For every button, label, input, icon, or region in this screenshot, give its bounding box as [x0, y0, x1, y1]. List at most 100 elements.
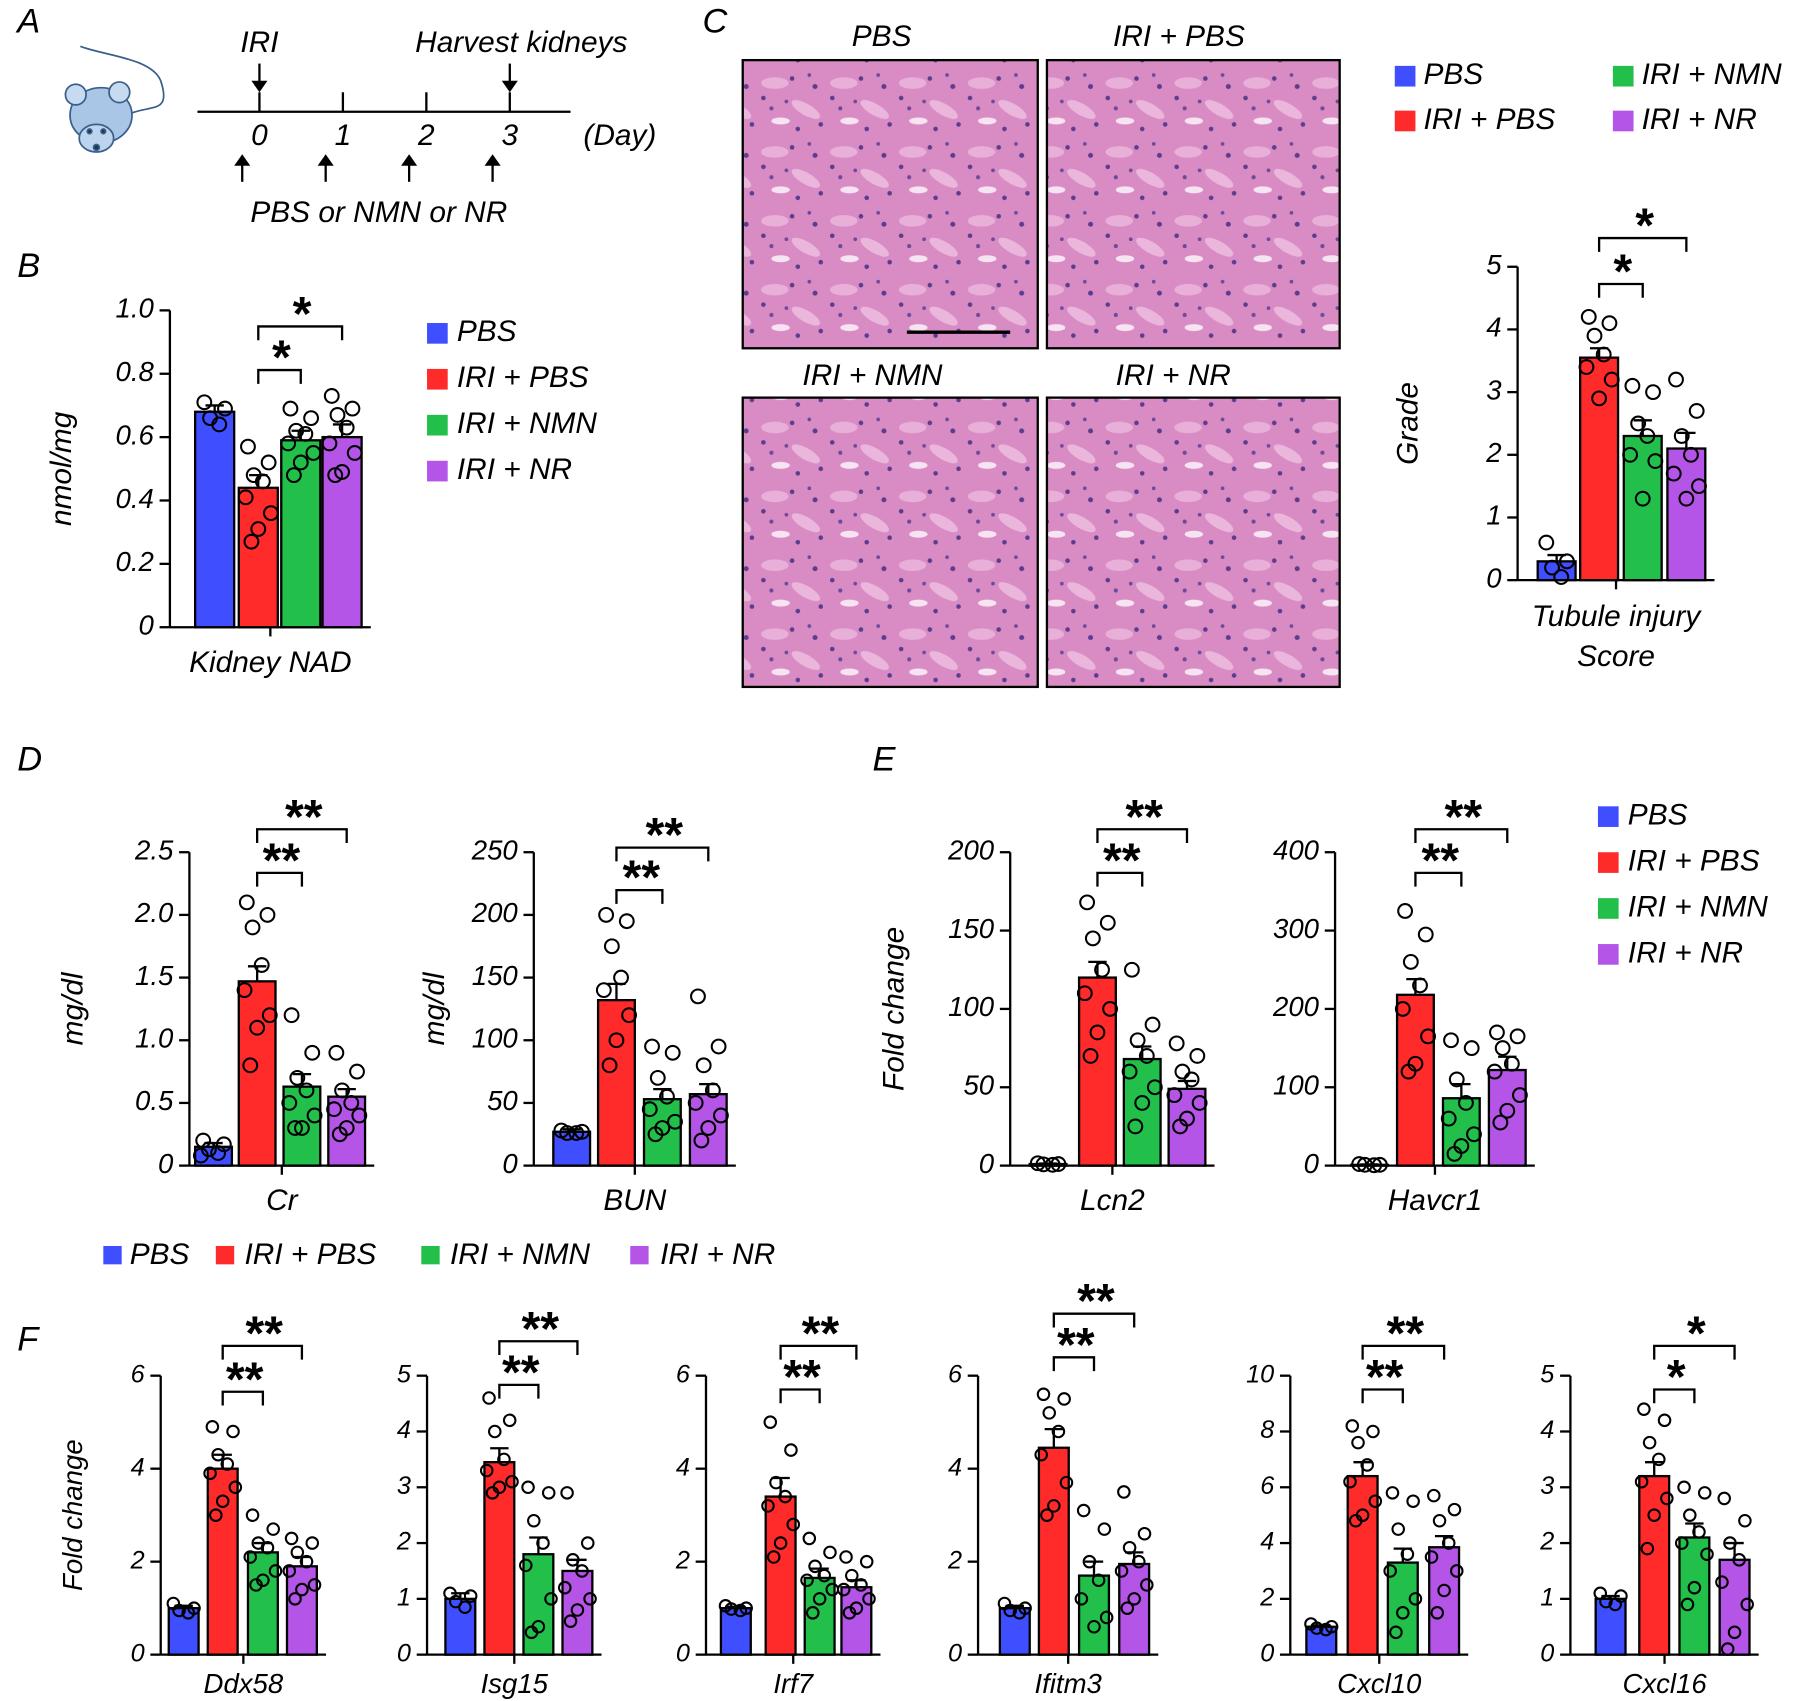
- data-point: [1578, 359, 1595, 375]
- data-point: [482, 1391, 496, 1405]
- data-point: [859, 1554, 874, 1569]
- data-point: [1489, 1024, 1505, 1041]
- x-axis-label: Ifitm3: [1034, 1668, 1102, 1699]
- significance-bracket: [1052, 1356, 1096, 1372]
- data-point: [283, 1007, 300, 1024]
- significance-bracket: [498, 1383, 540, 1399]
- data-point: [1035, 1156, 1052, 1173]
- significance-label: **: [1123, 790, 1163, 844]
- data-point: [209, 1508, 223, 1522]
- bar: [561, 1569, 594, 1656]
- data-point: [1357, 1156, 1373, 1173]
- significance-bracket: [615, 846, 710, 862]
- arrow-head: [251, 80, 268, 93]
- x-axis-label: Cr: [266, 1184, 299, 1217]
- data-point: [541, 1486, 556, 1500]
- legend-swatch: [1612, 65, 1634, 87]
- data-point: [497, 1452, 511, 1467]
- data-point: [1079, 894, 1096, 911]
- y-tick-label: 1.0: [116, 293, 155, 324]
- data-point: [786, 1517, 801, 1532]
- data-point: [1368, 1494, 1383, 1508]
- y-tick-label: 6: [676, 1360, 691, 1388]
- data-point: [1047, 1499, 1061, 1513]
- data-point: [580, 1536, 595, 1550]
- significance-bracket: [1414, 828, 1509, 844]
- data-point: [518, 1558, 533, 1573]
- data-point: [331, 1126, 348, 1143]
- data-point: [1174, 1063, 1191, 1080]
- data-point: [259, 906, 276, 923]
- panel-letter: E: [872, 741, 896, 779]
- data-point: [595, 982, 612, 999]
- legend-swatch: [1394, 110, 1416, 132]
- y-tick-label: 300: [1273, 913, 1320, 944]
- data-point: [664, 1044, 681, 1061]
- data-point: [854, 1578, 868, 1592]
- x-axis-label: Cxcl16: [1622, 1668, 1707, 1699]
- data-point: [1099, 1610, 1114, 1625]
- data-point: [1580, 308, 1597, 325]
- data-point: [778, 1489, 792, 1504]
- arrow-head: [317, 154, 334, 166]
- significance-label: **: [1420, 833, 1460, 887]
- error-bar: [247, 965, 267, 982]
- data-point: [249, 1578, 263, 1592]
- data-point: [1034, 1447, 1048, 1462]
- data-point: [1040, 1508, 1054, 1522]
- legend-label: PBS: [457, 315, 517, 348]
- x-axis-label: Havcr1: [1388, 1184, 1482, 1217]
- data-point: [1084, 930, 1101, 947]
- data-point: [240, 438, 256, 455]
- data-point: [1183, 1071, 1200, 1088]
- data-point: [1441, 1536, 1456, 1550]
- significance-bracket: [221, 1344, 304, 1360]
- data-point: [1082, 1048, 1099, 1064]
- image-label: IRI + PBS: [1113, 20, 1245, 53]
- data-point: [560, 1486, 574, 1500]
- legend-label: PBS: [1628, 799, 1688, 832]
- data-point: [1397, 903, 1414, 919]
- data-point: [1715, 1575, 1729, 1589]
- data-point: [243, 1550, 258, 1564]
- data-point: [1634, 490, 1651, 507]
- significance-bracket: [779, 1388, 821, 1404]
- data-point: [1640, 1541, 1655, 1556]
- data-point: [1447, 1502, 1462, 1517]
- data-point: [800, 1573, 814, 1588]
- legend-label: IRI + NR: [1642, 103, 1757, 136]
- y-tick-label: 0: [131, 1639, 145, 1667]
- data-point: [1717, 1491, 1732, 1506]
- y-axis-label: mg/dl: [418, 971, 451, 1045]
- data-point: [1622, 446, 1639, 463]
- y-tick-label: 2: [1539, 1528, 1554, 1556]
- data-point: [245, 1508, 260, 1522]
- data-point: [1089, 1024, 1106, 1041]
- data-point: [1678, 490, 1695, 507]
- data-point: [238, 894, 255, 911]
- data-point: [236, 982, 253, 999]
- data-point: [329, 407, 346, 423]
- data-point: [1697, 1486, 1712, 1500]
- data-point: [1121, 1063, 1138, 1080]
- data-point: [710, 1038, 727, 1055]
- data-point: [1449, 1564, 1464, 1578]
- bar: [1037, 1446, 1070, 1656]
- data-point: [693, 1132, 710, 1149]
- x-axis-label: BUN: [603, 1184, 666, 1217]
- bar: [840, 1586, 873, 1656]
- data-point: [290, 1545, 305, 1560]
- x-axis-label: Irf7: [773, 1668, 814, 1699]
- data-point: [845, 1568, 859, 1583]
- y-tick-label: 2.0: [134, 897, 174, 928]
- data-point: [1087, 1619, 1101, 1634]
- significance-label: **: [283, 790, 323, 844]
- data-point: [1172, 1118, 1189, 1135]
- data-point: [1057, 1392, 1071, 1406]
- significance-bracket: [255, 871, 304, 887]
- significance-label: **: [1364, 1350, 1404, 1404]
- data-point: [761, 1499, 775, 1513]
- y-tick-label: 1: [1486, 500, 1501, 531]
- data-point: [285, 467, 302, 484]
- data-point: [1440, 1110, 1457, 1127]
